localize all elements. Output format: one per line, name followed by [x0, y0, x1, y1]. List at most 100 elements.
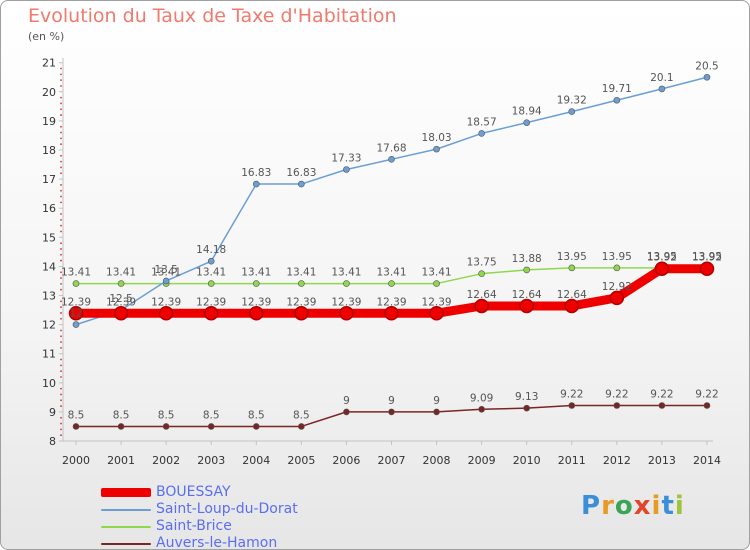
y-minor-tick [60, 422, 62, 425]
logo-letter: r [601, 491, 615, 521]
data-point [699, 261, 715, 276]
data-label: 8.5 [293, 409, 310, 421]
data-point [298, 423, 305, 430]
y-minor-tick [60, 288, 62, 291]
x-tick-label: 2014 [693, 454, 721, 467]
legend-label-auvers-le-hamon: Auvers-le-Hamon [156, 535, 278, 550]
legend-label-bouessay: BOUESSAY [156, 484, 231, 500]
y-minor-tick [60, 213, 62, 215]
data-label: 20.5 [695, 60, 718, 72]
data-label: 8.5 [68, 409, 85, 421]
data-point [613, 96, 621, 104]
data-label: 12.39 [376, 296, 406, 308]
data-label: 12.39 [106, 296, 136, 308]
data-point [162, 277, 170, 285]
x-tick-label: 2009 [468, 454, 496, 467]
data-label: 13.41 [331, 267, 361, 279]
data-label: 13.95 [557, 251, 587, 263]
data-label: 13.41 [196, 267, 226, 279]
y-minor-tick [60, 248, 62, 250]
y-minor-tick [60, 428, 62, 431]
data-label: 12.39 [196, 296, 226, 308]
data-label: 16.83 [286, 167, 316, 179]
logo-letter: i [651, 491, 662, 521]
data-label: 13.41 [61, 267, 91, 279]
data-point [658, 85, 666, 93]
data-label: 13.75 [467, 257, 497, 269]
data-point [298, 280, 305, 287]
y-minor-tick [60, 137, 62, 140]
data-label: 8.5 [248, 409, 265, 421]
data-point [433, 280, 440, 287]
data-label: 8.5 [203, 409, 220, 421]
data-label: 8.5 [113, 409, 130, 421]
y-minor-tick [60, 184, 62, 186]
y-tick-label: 11 [42, 348, 56, 361]
data-point [568, 108, 576, 115]
data-point [658, 402, 666, 409]
x-tick-label: 2011 [558, 454, 586, 467]
y-minor-tick [60, 346, 62, 349]
data-point [252, 180, 260, 188]
data-label: 9 [343, 395, 350, 407]
data-label: 13.41 [151, 267, 181, 279]
data-point [117, 423, 125, 430]
data-label: 9.13 [515, 391, 538, 403]
data-label: 8.5 [158, 409, 175, 421]
data-label: 9 [433, 395, 440, 407]
y-minor-tick [60, 282, 62, 285]
y-minor-tick [60, 341, 62, 343]
data-label: 16.83 [241, 167, 271, 179]
y-minor-tick [60, 387, 62, 390]
data-point [252, 423, 260, 430]
data-point [343, 166, 350, 173]
data-label: 12.5 [109, 293, 132, 305]
data-point [113, 306, 129, 321]
y-minor-tick [60, 166, 62, 169]
x-tick-label: 2010 [513, 454, 541, 467]
x-tick-label: 2008 [423, 454, 451, 467]
y-minor-tick [60, 67, 62, 70]
y-minor-tick [60, 242, 62, 245]
y-minor-tick [60, 300, 62, 303]
y-minor-tick [60, 154, 62, 157]
data-label: 13.92 [647, 252, 677, 264]
x-tick-label: 2013 [648, 454, 676, 467]
x-tick-label: 2003 [197, 454, 225, 467]
logo-letter: o [614, 491, 634, 521]
data-point [339, 306, 354, 321]
data-label: 13.41 [422, 267, 452, 279]
data-label: 18.03 [422, 132, 452, 144]
data-label: 9.22 [650, 388, 673, 400]
data-point [703, 402, 711, 409]
x-tick-label: 2007 [377, 454, 405, 467]
data-point [564, 298, 580, 314]
data-label: 12.39 [151, 296, 181, 308]
data-point [474, 298, 489, 314]
y-tick-label: 12 [42, 319, 56, 332]
data-label: 12.64 [512, 289, 542, 301]
data-label: 12.64 [557, 289, 587, 301]
y-minor-tick [60, 405, 62, 407]
data-label: 12.92 [602, 281, 632, 293]
y-minor-tick [60, 376, 62, 378]
y-minor-tick [60, 79, 62, 82]
x-tick-label: 2012 [603, 454, 631, 467]
y-tick-label: 13 [42, 290, 56, 303]
y-minor-tick [60, 102, 62, 105]
data-point [433, 145, 440, 153]
y-minor-tick [60, 364, 62, 367]
y-minor-tick [60, 306, 62, 309]
data-point [523, 266, 531, 274]
y-minor-tick [60, 312, 62, 314]
data-point [523, 404, 531, 412]
data-label: 12.39 [286, 296, 316, 308]
data-label: 13.95 [692, 251, 722, 263]
data-point [433, 408, 440, 416]
y-tick-label: 14 [42, 260, 56, 273]
data-label: 12.39 [241, 296, 271, 308]
data-point [478, 270, 485, 277]
data-point [384, 306, 399, 321]
